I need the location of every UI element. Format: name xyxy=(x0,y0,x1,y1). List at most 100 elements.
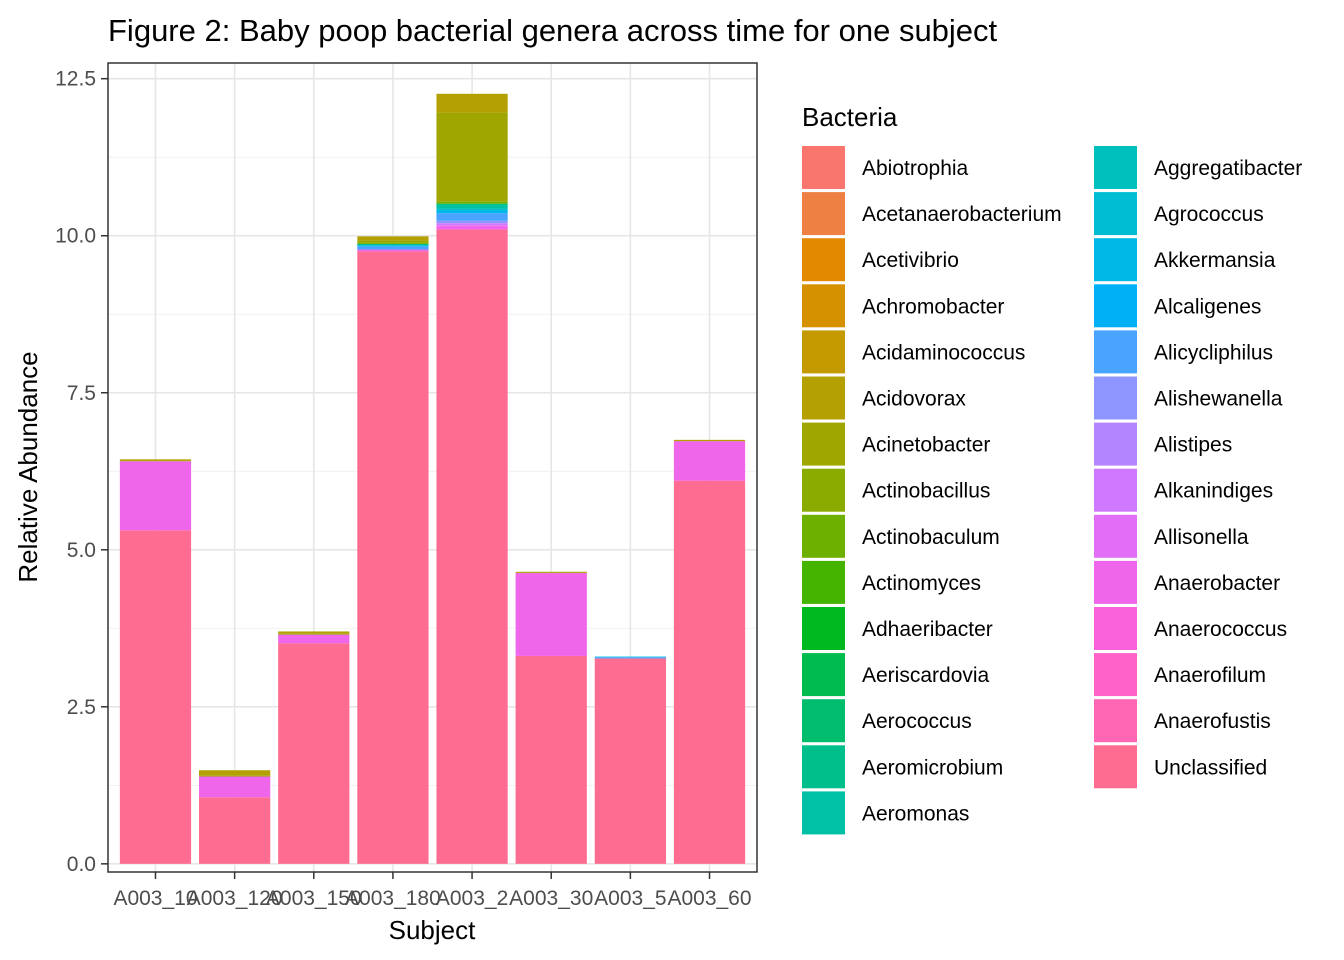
x-tick-label: A003_180 xyxy=(345,887,441,910)
legend-key xyxy=(1094,560,1137,604)
legend-key xyxy=(802,376,845,420)
legend-label: Alicycliphilus xyxy=(1154,341,1273,364)
legend-label: Anaerofustis xyxy=(1154,710,1271,733)
bar-segment xyxy=(119,461,192,531)
legend-label: Adhaeribacter xyxy=(862,618,993,641)
bar-segment xyxy=(436,205,508,209)
bar-segment xyxy=(278,643,350,864)
bar-segment xyxy=(436,203,508,206)
bar-segment xyxy=(357,249,429,252)
legend-key xyxy=(802,745,845,789)
legend-key xyxy=(802,330,845,374)
legend-key xyxy=(1094,607,1137,650)
bar-segment xyxy=(278,633,350,635)
bar-segment xyxy=(278,631,350,634)
axes: 0.02.55.07.510.012.5A003_10A003_120A003_… xyxy=(55,68,751,910)
bar-segment xyxy=(436,225,508,226)
bar-segment xyxy=(436,201,508,204)
bar-segment xyxy=(515,572,587,574)
legend-key xyxy=(802,146,845,189)
bar-segment xyxy=(515,655,587,864)
bar-segment xyxy=(673,439,746,442)
legend-label: Actinomyces xyxy=(862,572,981,595)
chart-title: Figure 2: Baby poop bacterial genera acr… xyxy=(108,13,998,48)
legend-key xyxy=(1094,192,1137,236)
legend-key xyxy=(1094,468,1137,512)
legend-label: Actinobacillus xyxy=(862,480,990,503)
legend: Abiotrophia Acetanaerobacterium Acetivibri… xyxy=(802,146,1302,835)
y-tick-label: 12.5 xyxy=(55,68,96,91)
bar-segment xyxy=(199,770,271,776)
legend-label: Actinobaculum xyxy=(862,526,1000,549)
x-tick-label: A003_10 xyxy=(113,887,197,910)
bar-segment xyxy=(436,112,508,202)
bar-segment xyxy=(119,459,192,461)
legend-key xyxy=(802,468,845,512)
bar-segment xyxy=(357,240,429,243)
bar-segment xyxy=(515,573,587,656)
legend-key xyxy=(1094,745,1137,789)
legend-key xyxy=(802,560,845,604)
y-tick-label: 10.0 xyxy=(55,225,96,248)
x-tick-label: A003_150 xyxy=(266,887,362,910)
y-tick-label: 7.5 xyxy=(67,382,96,405)
bar-segment xyxy=(436,229,508,864)
plot-panel-border xyxy=(107,62,758,873)
legend-label: Aeriscardovia xyxy=(862,664,990,687)
bar-segment xyxy=(594,657,666,659)
legend-label: Akkermansia xyxy=(1154,249,1276,272)
bar-segment xyxy=(119,530,192,864)
legend-key xyxy=(802,514,845,558)
legend-label: Alkanindiges xyxy=(1154,480,1273,503)
legend-label: Acidaminococcus xyxy=(862,341,1025,364)
legend-label: Allisonella xyxy=(1154,526,1249,549)
legend-label: Agrococcus xyxy=(1154,203,1264,226)
legend-key xyxy=(1094,422,1137,466)
legend-key xyxy=(1094,653,1137,697)
legend-label: Aeromicrobium xyxy=(862,756,1003,779)
x-tick-label: A003_120 xyxy=(187,887,283,910)
bar-segment xyxy=(594,658,666,864)
bar-segment xyxy=(357,243,429,246)
y-tick-label: 2.5 xyxy=(67,696,96,719)
legend-label: Alistipes xyxy=(1154,434,1232,457)
bar-segment xyxy=(673,441,746,481)
bar-segment xyxy=(436,209,508,214)
legend-label: Acetivibrio xyxy=(862,249,959,272)
legend-key xyxy=(802,238,845,282)
bar-segment xyxy=(436,213,508,221)
bar-segment xyxy=(436,208,508,210)
bar-segment xyxy=(357,236,429,241)
legend-label: Aeromonas xyxy=(862,802,969,825)
legend-label: Acinetobacter xyxy=(862,434,990,457)
legend-key xyxy=(1094,699,1137,743)
legend-label: Anaerofilum xyxy=(1154,664,1266,687)
legend-key xyxy=(802,791,845,835)
bar-segment xyxy=(278,634,350,644)
legend-key xyxy=(1094,238,1137,282)
legend-label: Abiotrophia xyxy=(862,157,969,180)
legend-label: Anaerococcus xyxy=(1154,618,1287,641)
bar-segment xyxy=(357,242,429,244)
legend-key xyxy=(802,699,845,743)
legend-key xyxy=(802,192,845,236)
bar-segment xyxy=(594,656,666,658)
bar-segment xyxy=(119,460,192,462)
bar-segment xyxy=(199,776,271,798)
bar-segment xyxy=(436,93,508,113)
legend-key xyxy=(1094,376,1137,420)
bar-segment xyxy=(199,775,271,777)
legend-label: Alcaligenes xyxy=(1154,295,1261,318)
bar-segment xyxy=(515,571,587,573)
bar-segment xyxy=(357,245,429,247)
legend-key xyxy=(802,284,845,328)
x-tick-label: A003_5 xyxy=(594,887,666,910)
bar-segment xyxy=(357,246,429,250)
bar-segment xyxy=(436,223,508,226)
y-axis-title: Relative Abundance xyxy=(13,351,43,582)
x-tick-label: A003_30 xyxy=(509,887,593,910)
bar-segment xyxy=(199,797,271,864)
x-tick-label: A003_60 xyxy=(667,887,751,910)
legend-label: Unclassified xyxy=(1154,756,1267,779)
